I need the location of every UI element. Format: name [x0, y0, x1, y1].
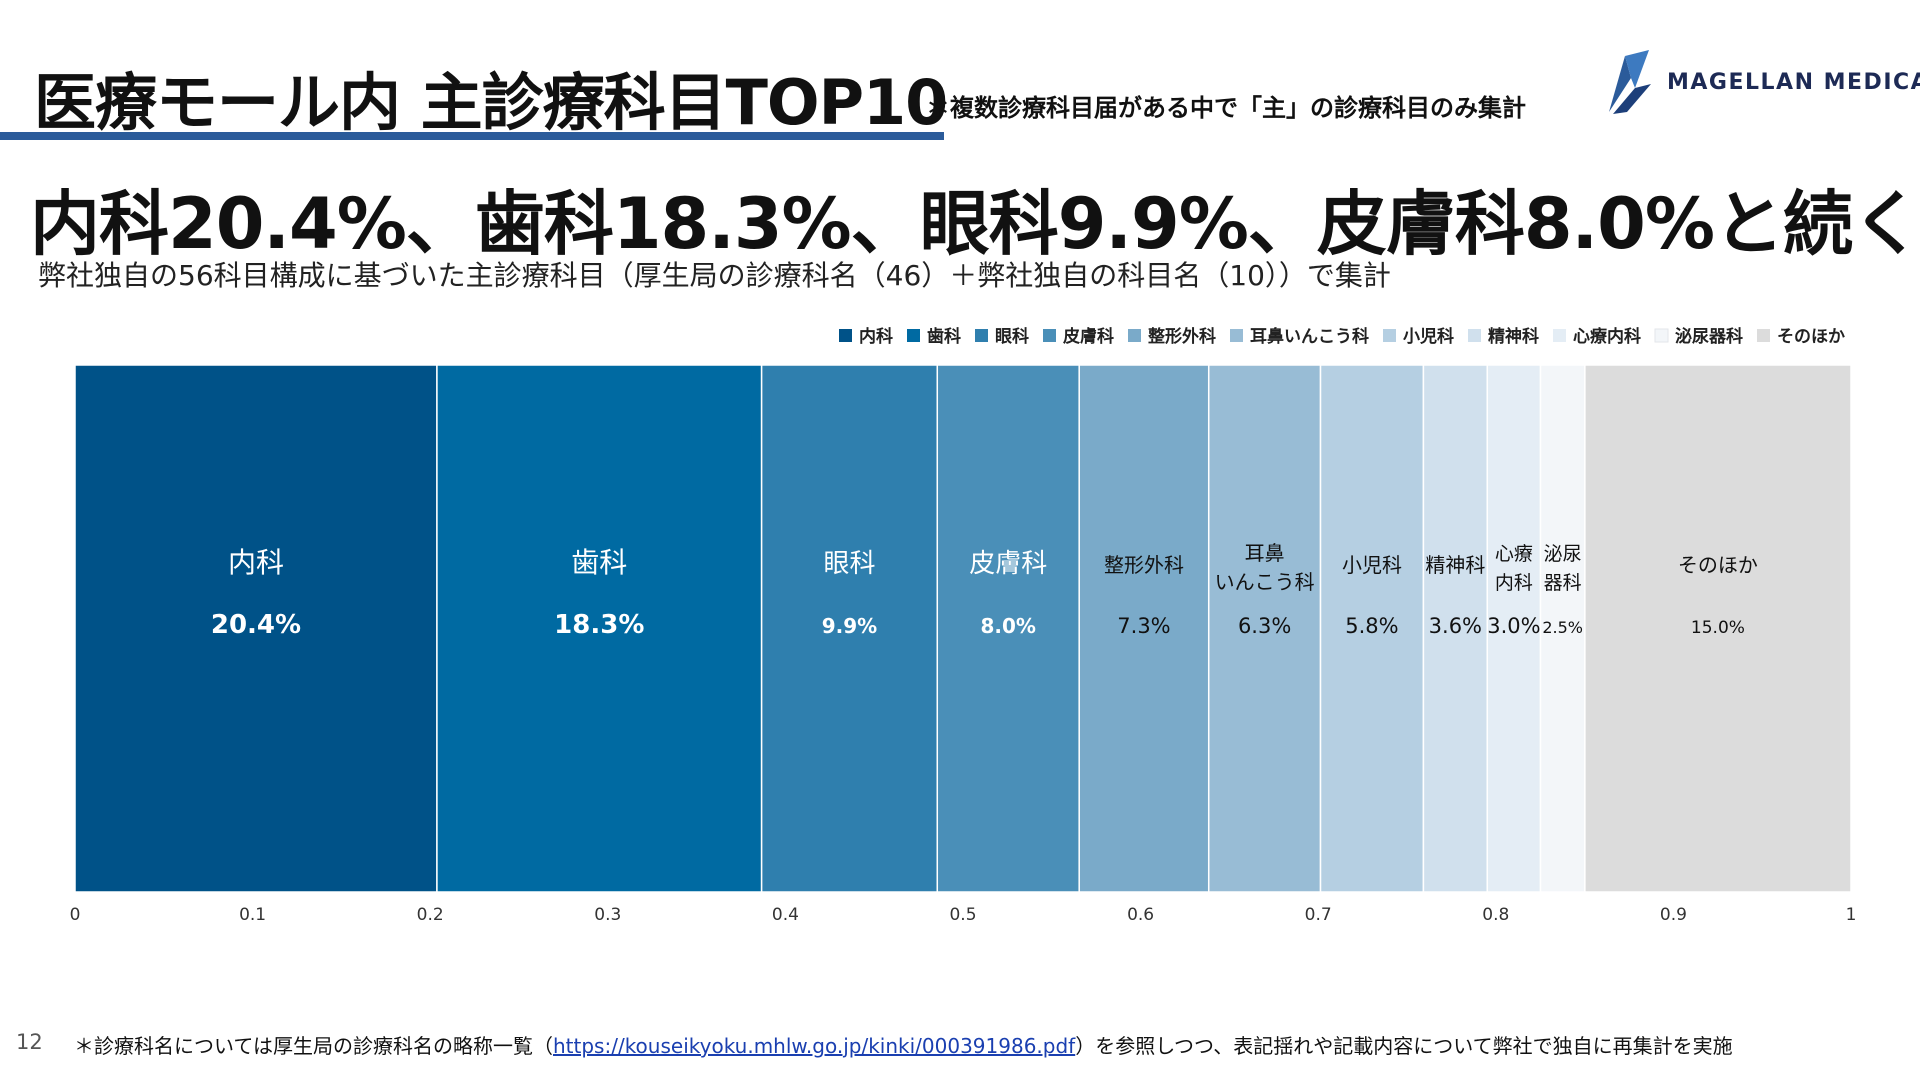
legend-swatch-seg-2: [907, 329, 920, 342]
logo-text: MAGELLAN MEDICAL: [1667, 70, 1920, 95]
x-tick-label-8: 0.8: [1482, 905, 1509, 925]
stacked-bar-chart: そのほか泌尿器科心療内科精神科小児科耳鼻いんこう科整形外科皮膚科眼科歯科内科内科…: [70, 326, 1857, 925]
bar-segment-seg-8: [1422, 364, 1489, 893]
legend-swatch-seg-5: [1128, 329, 1141, 342]
x-tick-label-1: 0.1: [239, 905, 266, 925]
legend-label-seg-11: そのほか: [1777, 327, 1845, 347]
headline: 内科20.4%、歯科18.3%、眼科9.9%、皮膚科8.0%と続く: [30, 183, 1920, 265]
x-tick-label-4: 0.4: [772, 905, 799, 925]
bar-value-label-seg-3: 9.9%: [822, 614, 877, 638]
legend-label-seg-2: 歯科: [927, 326, 961, 347]
bar-category-label-seg-6-line-2: いんこう科: [1215, 570, 1315, 594]
legend-label-seg-10: 泌尿器科: [1675, 326, 1743, 347]
footer-note-prefix: ＊診療科名については厚生局の診療科名の略称一覧（: [74, 1034, 553, 1058]
bar-category-label-seg-4: 皮膚科: [969, 549, 1047, 579]
magellan-sail-icon: [1609, 50, 1651, 114]
bar-segment-seg-4: [936, 364, 1080, 893]
x-tick-label-9: 0.9: [1660, 905, 1687, 925]
footer-note-suffix: ）を参照しつつ、表記揺れや記載内容について弊社で独自に再集計を実施: [1075, 1034, 1733, 1058]
legend-swatch-seg-9: [1553, 329, 1566, 342]
bar-category-label-seg-10-line-1: 泌尿: [1544, 543, 1582, 565]
x-tick-label-3: 0.3: [594, 905, 621, 925]
bar-value-label-seg-8: 3.6%: [1429, 614, 1482, 638]
legend-swatch-seg-7: [1383, 329, 1396, 342]
x-tick-label-6: 0.6: [1127, 905, 1154, 925]
bar-category-label-seg-2: 歯科: [571, 546, 627, 579]
legend-swatch-seg-8: [1468, 329, 1481, 342]
bar-segment-seg-11: [1584, 364, 1852, 893]
x-tick-label-5: 0.5: [949, 905, 976, 925]
bar-category-label-seg-8: 精神科: [1425, 553, 1485, 577]
legend-swatch-seg-3: [975, 329, 988, 342]
title-underline: [0, 132, 944, 140]
legend-label-seg-6: 耳鼻いんこう科: [1250, 326, 1369, 347]
legend-swatch-seg-10: [1654, 328, 1669, 343]
bar-value-label-seg-4: 8.0%: [981, 614, 1036, 638]
bar-category-label-seg-1: 内科: [228, 546, 284, 579]
x-tick-label-2: 0.2: [417, 905, 444, 925]
legend-swatch-seg-1: [839, 329, 852, 342]
source-link[interactable]: https://kouseikyoku.mhlw.go.jp/kinki/000…: [553, 1034, 1076, 1058]
title-note: ＊複数診療科目届がある中で「主」の診療科目のみ集計: [926, 94, 1526, 122]
bar-segment-seg-6: [1207, 364, 1322, 893]
bar-segment-seg-7: [1319, 364, 1425, 893]
legend-label-seg-8: 精神科: [1488, 326, 1539, 347]
bar-segment-seg-10: [1539, 364, 1586, 893]
bar-category-label-seg-7: 小児科: [1342, 553, 1402, 577]
bar-category-label-seg-5: 整形外科: [1104, 553, 1184, 577]
legend-swatch-seg-6: [1230, 329, 1243, 342]
x-tick-label-0: 0: [70, 905, 81, 925]
bar-category-label-seg-9-line-1: 心療: [1495, 543, 1533, 565]
legend-label-seg-1: 内科: [859, 326, 893, 347]
bar-category-label-seg-3: 眼科: [823, 549, 875, 579]
bar-value-label-seg-9: 3.0%: [1487, 614, 1540, 638]
legend-label-seg-3: 眼科: [995, 326, 1029, 347]
bar-category-label-seg-11: そのほか: [1678, 553, 1758, 577]
page-title: 医療モール内 主診療科目TOP10: [34, 66, 948, 139]
subheading: 弊社独自の56科目構成に基づいた主診療科目（厚生局の診療科名（46）＋弊社独自の…: [38, 259, 1391, 292]
legend-swatch-seg-4: [1043, 329, 1056, 342]
bar-value-label-seg-2: 18.3%: [554, 610, 644, 640]
legend-label-seg-4: 皮膚科: [1063, 326, 1114, 347]
x-tick-label-10: 1: [1846, 905, 1857, 925]
bar-category-label-seg-9-line-2: 内科: [1495, 572, 1533, 594]
bar-value-label-seg-11: 15.0%: [1691, 618, 1745, 638]
legend-label-seg-9: 心療内科: [1573, 326, 1641, 347]
x-tick-label-7: 0.7: [1305, 905, 1332, 925]
company-logo: MAGELLAN MEDICAL: [1605, 48, 1920, 116]
bar-value-label-seg-6: 6.3%: [1238, 614, 1291, 638]
legend-label-seg-5: 整形外科: [1148, 326, 1216, 347]
page-number: 12: [16, 1030, 43, 1054]
bar-value-label-seg-5: 7.3%: [1117, 614, 1170, 638]
bar-segment-seg-9: [1486, 364, 1542, 893]
bar-segment-seg-5: [1078, 364, 1210, 893]
bar-value-label-seg-1: 20.4%: [211, 610, 301, 640]
legend-swatch-seg-11: [1757, 329, 1770, 342]
bar-category-label-seg-10-line-2: 器科: [1544, 572, 1582, 594]
bar-segment-seg-2: [436, 364, 763, 893]
bar-segment-seg-1: [74, 364, 438, 893]
bar-value-label-seg-10: 2.5%: [1542, 618, 1583, 637]
bar-value-label-seg-7: 5.8%: [1345, 614, 1398, 638]
legend-label-seg-7: 小児科: [1403, 326, 1454, 347]
bar-category-label-seg-6-line-1: 耳鼻: [1245, 541, 1285, 565]
footer-note: ＊診療科名については厚生局の診療科名の略称一覧（https://kouseiky…: [74, 1030, 1733, 1059]
bar-segment-seg-3: [760, 364, 939, 893]
